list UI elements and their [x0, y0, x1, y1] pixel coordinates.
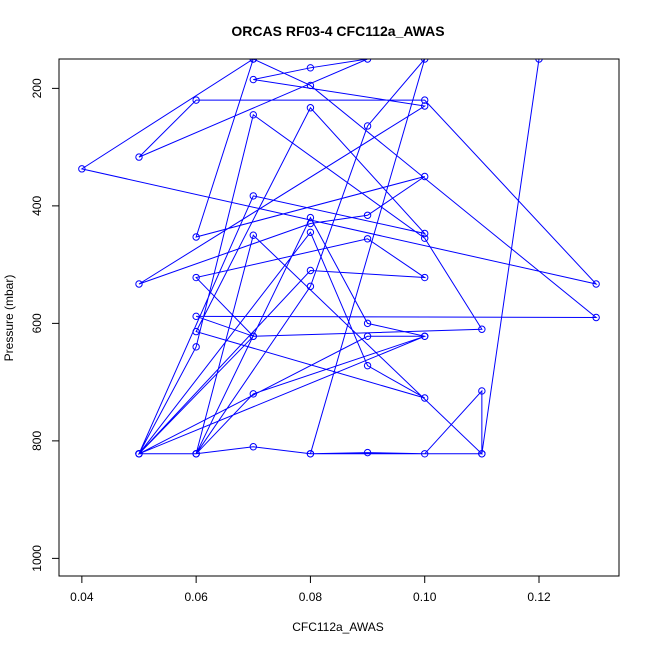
x-tick-label: 0.10: [413, 590, 437, 604]
data-point: [421, 59, 429, 63]
y-tick-label: 400: [30, 196, 44, 216]
data-point: [78, 165, 86, 173]
data-point: [192, 327, 200, 336]
data-point: [421, 229, 429, 238]
data-point: [306, 64, 315, 72]
data-point: [421, 394, 429, 402]
data-point: [363, 59, 372, 63]
data-point: [421, 234, 429, 242]
data-point: [421, 332, 429, 340]
data-point: [478, 325, 486, 333]
x-axis: 0.04 0.06 0.08 0.10 0.12: [70, 575, 551, 604]
y-tick-label: 600: [30, 313, 44, 333]
data-point: [192, 96, 200, 104]
data-point: [363, 211, 372, 219]
data-point: [249, 332, 257, 340]
data-point: [592, 313, 600, 322]
data-point: [363, 361, 372, 370]
data-point: [363, 319, 372, 328]
y-tick-label: 1000: [30, 545, 44, 572]
y-tick-label: 200: [30, 78, 44, 98]
y-tick-label: 800: [30, 431, 44, 451]
data-point: [421, 96, 429, 104]
data-point: [192, 343, 200, 351]
data-point: [306, 104, 315, 112]
data-point: [249, 111, 257, 119]
data-point: [306, 81, 315, 90]
data-point: [306, 228, 315, 237]
data-point: [249, 443, 257, 451]
data-point: [249, 59, 257, 63]
data-point: [192, 233, 200, 241]
data-point: [306, 213, 315, 222]
data-point: [592, 280, 600, 288]
data-point: [306, 266, 315, 275]
series-lines: [80, 59, 598, 455]
data-point: [421, 172, 429, 181]
data-point: [306, 282, 315, 291]
data-point: [421, 102, 429, 110]
data-point: [192, 312, 200, 321]
data-point: [478, 387, 486, 395]
data-point: [478, 450, 486, 458]
data-point: [363, 122, 372, 130]
data-point: [249, 390, 257, 398]
series-line: [80, 59, 598, 455]
data-point: [249, 231, 257, 239]
x-axis-label: CFC112a_AWAS: [292, 620, 384, 634]
data-point: [249, 75, 257, 84]
data-point: [306, 450, 315, 458]
y-axis: 200 400 600 800 1000: [30, 78, 60, 572]
x-tick-label: 0.04: [70, 590, 94, 604]
data-point: [363, 448, 372, 457]
plot-frame: [58, 58, 620, 577]
data-point: [135, 450, 143, 458]
x-tick-label: 0.12: [527, 590, 551, 604]
x-tick-label: 0.06: [184, 590, 208, 604]
data-point: [192, 273, 200, 282]
series-points: [78, 59, 600, 458]
data-point: [192, 450, 200, 458]
data-point: [421, 273, 429, 282]
data-point: [135, 280, 143, 288]
data-point: [363, 332, 372, 340]
data-point: [135, 153, 143, 161]
data-point: [535, 59, 543, 63]
data-point: [421, 450, 429, 458]
y-axis-label: Pressure (mbar): [2, 275, 16, 362]
data-point: [363, 235, 372, 243]
data-point: [306, 219, 315, 228]
data-point: [249, 192, 257, 200]
x-tick-label: 0.08: [299, 590, 323, 604]
chart-title: ORCAS RF03-4 CFC112a_AWAS: [231, 23, 444, 39]
